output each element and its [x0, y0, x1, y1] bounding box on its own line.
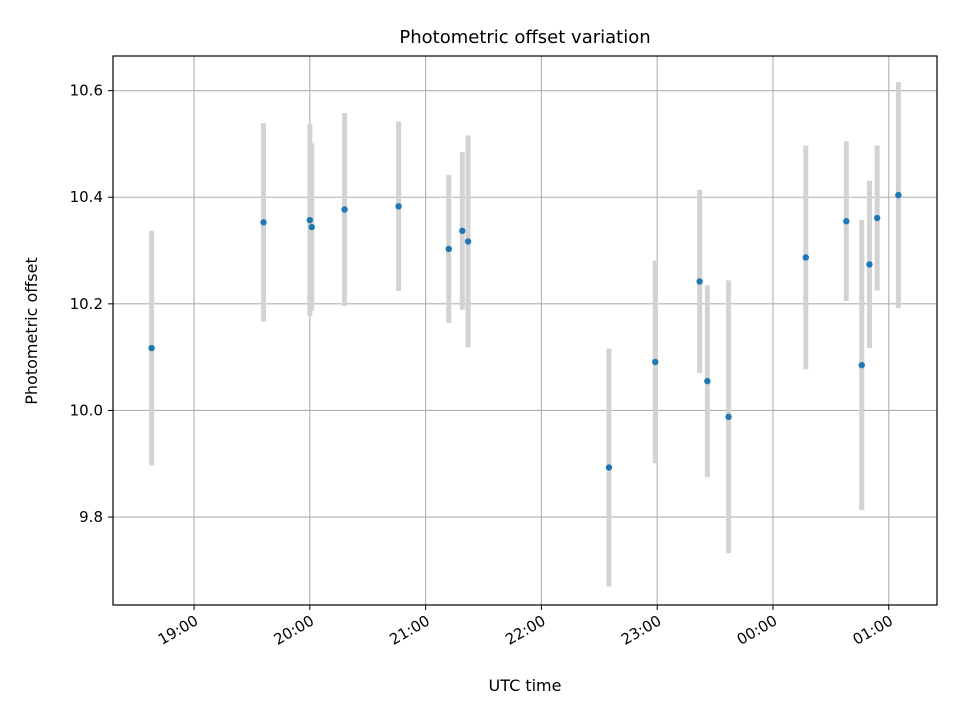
data-point	[260, 219, 267, 226]
data-point	[895, 191, 902, 199]
x-axis-label: UTC time	[489, 676, 562, 695]
data-point	[873, 214, 881, 222]
data-point	[148, 344, 155, 352]
data-point	[866, 261, 873, 268]
y-axis-ticks: 9.8 10.0 10.2 10.4 10.6	[70, 82, 113, 526]
data-point	[802, 254, 809, 261]
data-point	[858, 361, 865, 369]
data-point	[704, 377, 711, 385]
data-points	[148, 191, 902, 471]
y-axis-label: Photometric offset	[22, 257, 41, 405]
data-point	[395, 203, 402, 210]
data-point	[459, 227, 466, 235]
data-point	[445, 245, 452, 253]
y-tick-label: 10.6	[70, 82, 103, 100]
y-tick-label: 9.8	[79, 508, 103, 526]
data-point	[464, 238, 472, 245]
y-tick-label: 10.0	[70, 401, 103, 419]
y-tick-label: 10.4	[70, 188, 103, 206]
data-point	[605, 464, 613, 471]
plot-frame	[112, 55, 938, 606]
data-point	[341, 206, 348, 213]
data-point	[725, 413, 732, 421]
y-tick-label: 10.2	[70, 295, 103, 313]
data-point	[308, 223, 315, 231]
data-point	[843, 218, 850, 225]
data-point	[306, 216, 314, 224]
data-point	[652, 358, 659, 366]
data-point	[696, 278, 703, 285]
chart-title: Photometric offset variation	[399, 27, 650, 48]
